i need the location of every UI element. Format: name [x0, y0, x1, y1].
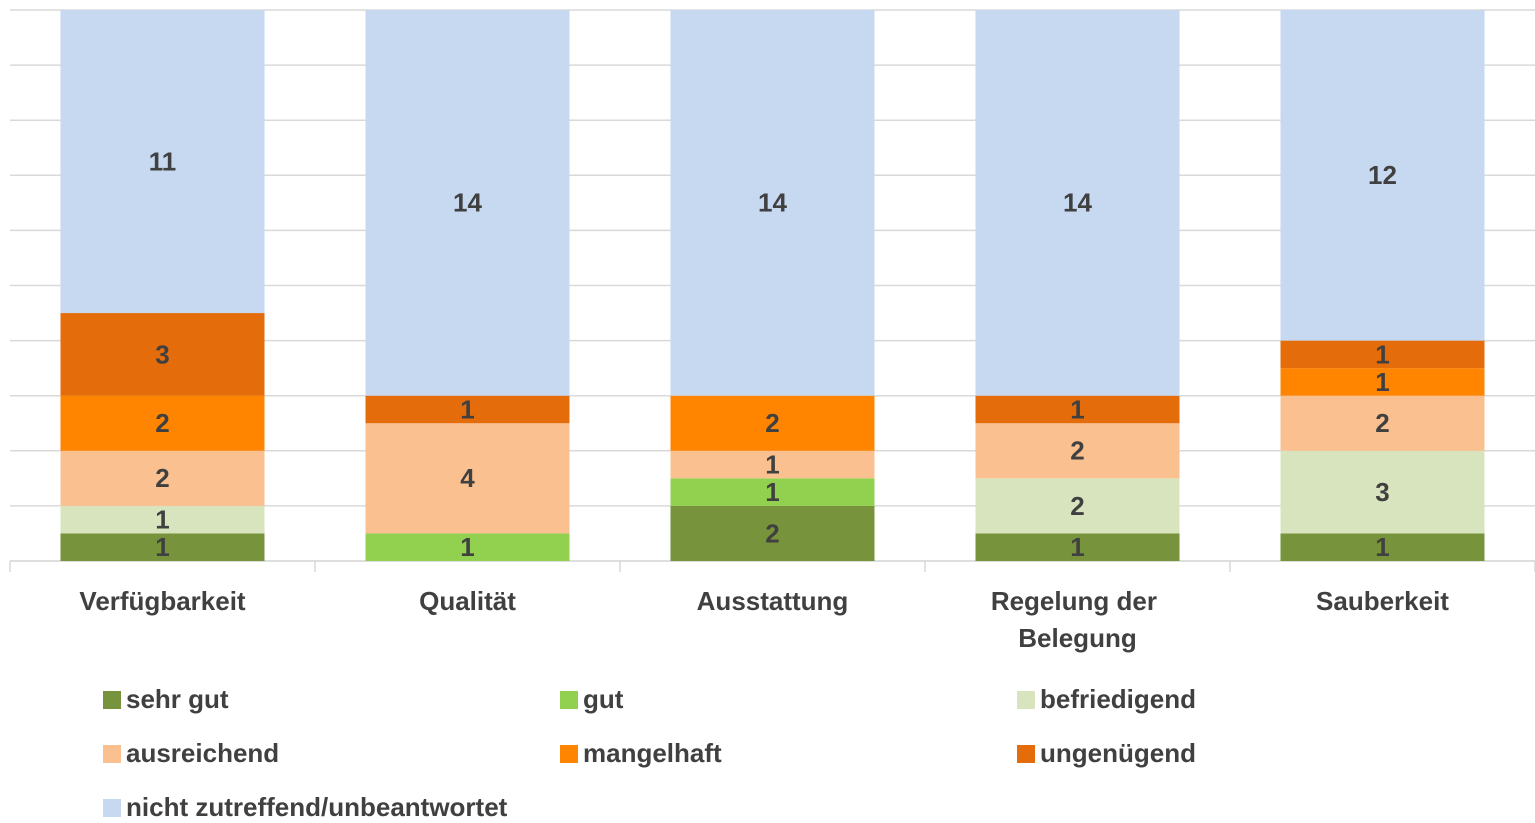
data-label: 1 [1375, 532, 1389, 562]
data-label: 1 [765, 477, 779, 507]
bar-segment [670, 505, 875, 561]
data-label: 14 [1063, 188, 1092, 218]
x-tick-label: Sauberkeit [1316, 586, 1449, 616]
bar-segment [365, 533, 570, 561]
legend-swatch [103, 799, 121, 817]
bar-segment [365, 423, 570, 534]
legend-label: ausreichend [126, 738, 279, 768]
bar-segment [1280, 395, 1485, 451]
data-label: 1 [1375, 339, 1389, 369]
data-label: 3 [155, 339, 169, 369]
data-label: 2 [155, 408, 169, 438]
bar-segment [975, 478, 1180, 534]
bar-segment [60, 450, 265, 506]
legend-swatch [103, 745, 121, 763]
data-label: 14 [453, 188, 482, 218]
bar-segment [975, 10, 1180, 396]
bar-segment [670, 395, 875, 451]
data-label: 3 [1375, 477, 1389, 507]
bar-segment [1280, 340, 1485, 369]
legend-label: ungenügend [1040, 738, 1196, 768]
bar-segment [975, 423, 1180, 479]
bar-segment [60, 10, 265, 314]
bar-segment [1280, 533, 1485, 561]
data-label: 14 [758, 188, 787, 218]
legend-swatch [103, 691, 121, 709]
data-label: 1 [1375, 367, 1389, 397]
data-label: 1 [1070, 394, 1084, 424]
bar-segment [670, 10, 875, 396]
bar-segment [975, 533, 1180, 561]
bar-segment [670, 450, 875, 479]
legend-label: gut [583, 684, 624, 714]
bar-segment [60, 505, 265, 534]
data-label: 2 [1070, 491, 1084, 521]
data-label: 1 [460, 394, 474, 424]
legend-swatch [560, 745, 578, 763]
bar-segment [1280, 368, 1485, 396]
data-label: 1 [155, 505, 169, 535]
legend-swatch [1017, 745, 1035, 763]
bar-segment [60, 395, 265, 451]
bar-segment [975, 395, 1180, 424]
bar-segment [670, 478, 875, 506]
data-label: 2 [765, 518, 779, 548]
legend-swatch [560, 691, 578, 709]
bar-segment [365, 10, 570, 396]
data-label: 1 [1070, 532, 1084, 562]
legend-label: nicht zutreffend/unbeantwortet [126, 792, 508, 822]
x-tick-label: Ausstattung [697, 586, 849, 616]
data-label: 4 [460, 463, 475, 493]
data-label: 1 [765, 449, 779, 479]
bar-segment [60, 313, 265, 396]
data-label: 11 [149, 146, 177, 176]
data-label: 2 [155, 463, 169, 493]
x-tick-label: Verfügbarkeit [79, 586, 246, 616]
legend-label: sehr gut [126, 684, 229, 714]
legend-label: befriedigend [1040, 684, 1196, 714]
data-label: 12 [1368, 160, 1397, 190]
legend-label: mangelhaft [583, 738, 722, 768]
data-label: 2 [1070, 436, 1084, 466]
x-tick-label: Regelung der Belegung [991, 586, 1164, 653]
data-label: 1 [155, 532, 169, 562]
bar-segment [365, 395, 570, 424]
legend-swatch [1017, 691, 1035, 709]
data-label: 2 [765, 408, 779, 438]
data-label: 2 [1375, 408, 1389, 438]
bar-segment [60, 533, 265, 561]
x-tick-label: Qualität [419, 586, 516, 616]
bar-segment [1280, 450, 1485, 534]
data-label: 1 [460, 532, 474, 562]
bar-segment [1280, 10, 1485, 341]
